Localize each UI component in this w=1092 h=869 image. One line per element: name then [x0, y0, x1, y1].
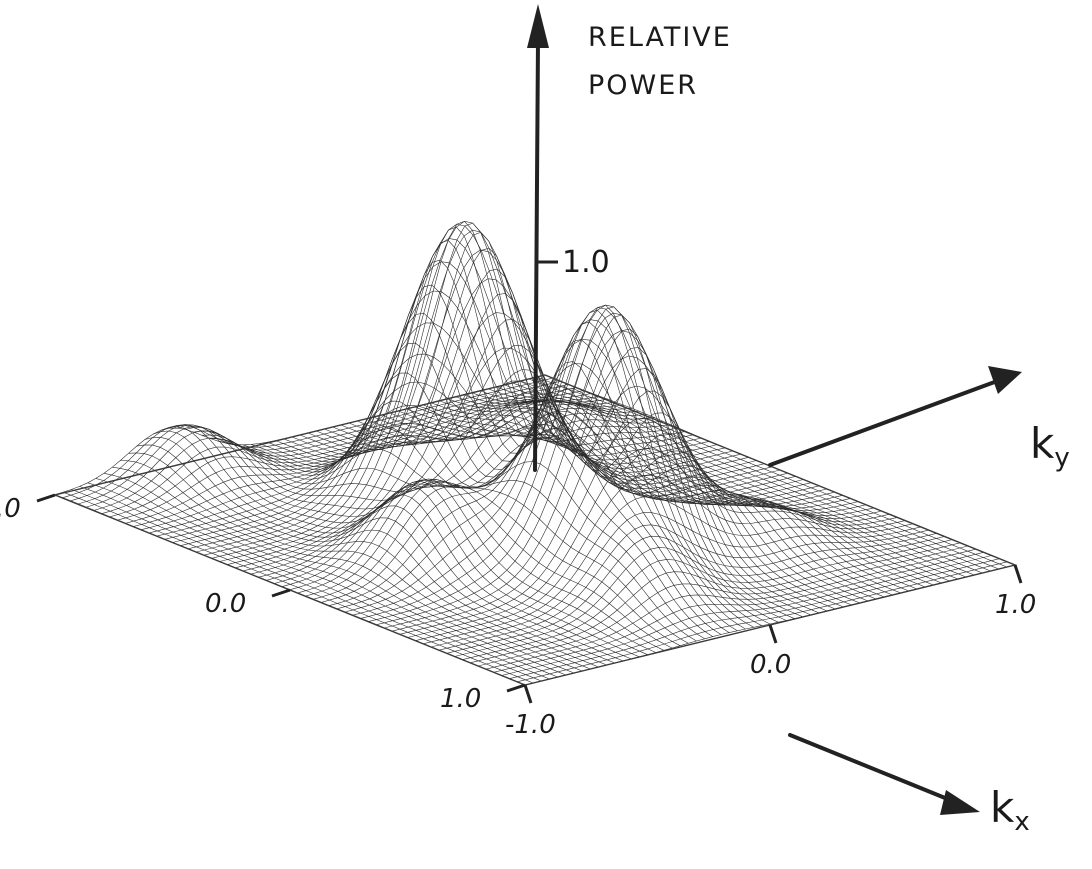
- mesh-line-ky: [169, 424, 640, 658]
- mesh-line-kx: [86, 387, 577, 508]
- kx-tick-label: 1.0: [440, 684, 481, 714]
- mesh-line-kx: [195, 261, 687, 553]
- mesh-line-ky: [267, 284, 738, 632]
- mesh-line-ky: [308, 222, 779, 623]
- mesh-line-kx: [423, 496, 914, 645]
- mesh-line-kx: [266, 380, 757, 581]
- kx-tick-label: 0.0: [205, 589, 246, 619]
- tick-mark: [768, 624, 778, 644]
- mesh-line-ky: [152, 430, 624, 662]
- mesh-line-ky: [144, 436, 615, 664]
- mesh-line-kx: [391, 385, 882, 632]
- mesh-line-kx: [282, 427, 773, 587]
- mesh-line-ky: [95, 478, 566, 676]
- base-tick-marks: [36, 493, 1023, 704]
- mesh-line-kx: [313, 411, 804, 600]
- mesh-line-kx: [470, 542, 961, 664]
- mesh-line-ky: [79, 486, 550, 680]
- ky-axis-label: ky: [1030, 419, 1070, 473]
- mesh-line-kx: [156, 404, 647, 537]
- mesh-line-kx: [376, 330, 867, 626]
- mesh-line-kx: [407, 448, 898, 638]
- tick-mark: [271, 588, 291, 598]
- mesh-line-kx: [368, 312, 859, 622]
- mesh-line-ky: [357, 345, 828, 612]
- mesh-line-ky: [136, 444, 607, 666]
- mesh-line-kx: [235, 249, 726, 569]
- tick-mark: [523, 684, 533, 704]
- mesh-line-kx: [227, 229, 718, 565]
- mesh-line-kx: [517, 561, 1008, 683]
- tick-mark: [36, 493, 56, 503]
- mesh-line-kx: [180, 322, 671, 546]
- mesh-line-kx: [219, 220, 710, 562]
- mesh-line-kx: [211, 223, 702, 559]
- mesh-line-ky: [161, 426, 632, 660]
- mesh-line-ky: [389, 412, 860, 604]
- z-axis-arrowhead: [527, 4, 549, 48]
- mesh-line-kx: [446, 533, 937, 654]
- mesh-line-ky: [128, 452, 599, 668]
- mesh-line-kx: [493, 552, 984, 673]
- mesh-line-kx: [141, 401, 632, 530]
- ky-tick-label: 0.0: [750, 650, 791, 680]
- mesh-line-kx: [250, 312, 741, 575]
- kx-axis-label: kx: [990, 783, 1030, 837]
- ky-tick-label: 1.0: [995, 590, 1036, 620]
- mesh-line-ky: [283, 240, 754, 628]
- mesh-line-kx: [344, 319, 835, 613]
- mesh-line-kx: [336, 338, 828, 610]
- mesh-line-kx: [62, 377, 553, 498]
- mesh-line-kx: [477, 545, 969, 667]
- mesh-line-kx: [485, 548, 976, 670]
- mesh-line-ky: [275, 259, 746, 630]
- mesh-line-kx: [352, 307, 843, 616]
- kx-axis-label-sub: x: [1014, 807, 1029, 837]
- mesh-line-kx: [203, 238, 694, 556]
- z-axis-title-line-1: RELATIVE: [588, 22, 732, 53]
- surface-mesh: [54, 220, 1018, 686]
- z-axis: [533, 38, 540, 472]
- kx-axis-label-main: k: [990, 783, 1015, 832]
- mesh-line-ky: [177, 424, 648, 655]
- mesh-line-kx: [78, 384, 569, 505]
- mesh-line-kx: [399, 417, 890, 635]
- mesh-line-kx: [133, 400, 624, 527]
- z-axis-title-line-2: POWER: [588, 70, 698, 101]
- kx-axis-arrowhead: [940, 790, 980, 815]
- mesh-line-kx: [188, 290, 679, 550]
- ky-tick-label: -1.0: [505, 710, 556, 740]
- mesh-line-kx: [70, 380, 561, 502]
- tick-mark: [1013, 564, 1023, 584]
- mesh-line-kx: [258, 347, 749, 578]
- ky-axis: [768, 378, 1002, 467]
- mesh-line-kx: [501, 555, 992, 676]
- ky-axis-label-main: k: [1030, 419, 1055, 468]
- ky-axis-label-sub: y: [1054, 443, 1069, 473]
- mesh-line-kx: [462, 539, 953, 660]
- mesh-line-kx: [360, 304, 851, 619]
- mesh-line-kx: [109, 396, 600, 518]
- mesh-line-kx: [509, 558, 1000, 679]
- mesh-line-kx: [297, 437, 788, 594]
- mesh-line-kx: [148, 404, 640, 534]
- z-tick-label: 1.0: [562, 245, 610, 280]
- mesh-line-kx: [172, 353, 663, 543]
- mesh-line-kx: [94, 390, 585, 511]
- mesh-line-kx: [438, 524, 929, 651]
- kx-tick-label: -1.0: [0, 494, 21, 524]
- mesh-line-kx: [430, 512, 922, 648]
- mesh-line-kx: [454, 536, 945, 657]
- kx-axis: [788, 733, 952, 802]
- mesh-line-kx: [305, 428, 796, 597]
- mesh-line-ky: [365, 369, 836, 610]
- ky-axis-arrowhead: [988, 366, 1022, 394]
- mesh-line-kx: [242, 278, 734, 572]
- mesh-line-kx: [415, 475, 906, 641]
- tick-mark: [506, 683, 526, 693]
